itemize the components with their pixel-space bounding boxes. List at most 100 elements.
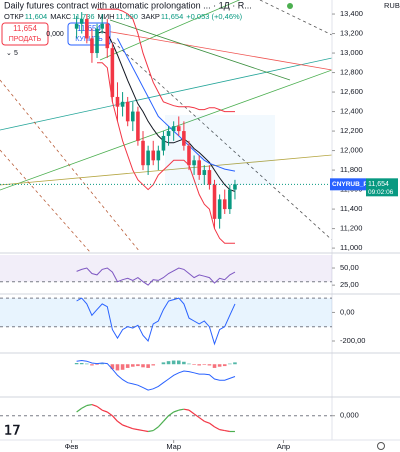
trend-line — [0, 69, 332, 191]
indicator-line — [97, 62, 235, 244]
sell-price: 11,654 — [13, 24, 37, 33]
indicator-segment — [188, 409, 195, 415]
histogram-bar — [110, 364, 115, 370]
candle-body — [74, 23, 79, 29]
trend-line — [109, 19, 291, 81]
candle-body — [212, 184, 217, 219]
histogram-bar — [141, 364, 145, 368]
spread: 0,000 — [46, 31, 64, 38]
buy-button[interactable] — [67, 22, 111, 46]
ohlc-label: МАКС — [50, 12, 72, 21]
indicator-segment — [148, 429, 154, 433]
histogram-bar — [100, 363, 104, 365]
indicator-line — [96, 31, 236, 192]
histogram-bar — [161, 362, 166, 365]
trend-line — [259, 0, 332, 36]
sell-label: ПРОДАТЬ — [9, 36, 42, 43]
candle-body — [105, 23, 110, 49]
candle-body — [95, 28, 99, 54]
price-pane — [74, 8, 237, 244]
indicator-segment — [198, 417, 205, 422]
y-tick-label: 0,00 — [340, 307, 355, 316]
histogram-bar — [166, 361, 171, 365]
histogram-bar — [115, 364, 120, 371]
collapse-arrow[interactable]: ⌄ — [6, 50, 12, 57]
indicator-band — [0, 255, 332, 282]
buy-label: КУПИТЬ — [75, 36, 103, 43]
candle-body — [176, 126, 181, 132]
trend-line — [0, 57, 332, 131]
histogram-bar — [74, 363, 79, 365]
candle-body — [171, 126, 176, 132]
x-tick-label: Апр — [277, 442, 290, 451]
candle-body — [136, 111, 140, 141]
symbol-tag — [330, 178, 366, 191]
indicator-segment — [178, 408, 184, 411]
histogram-bar — [217, 364, 222, 367]
indicator-segment — [142, 429, 149, 433]
y-tick-label: 11,800 — [340, 165, 362, 174]
candle-body — [79, 18, 84, 24]
indicator-segment — [183, 408, 190, 411]
x-tick-label: Фев — [65, 442, 79, 451]
ohlc-value: 11,654 — [161, 12, 183, 21]
sell-button[interactable] — [1, 22, 49, 46]
indicator-segment — [204, 420, 210, 424]
candle-body — [217, 199, 222, 219]
trend-line — [0, 79, 141, 252]
histogram-bar — [212, 364, 217, 368]
histogram-bar — [136, 364, 140, 367]
ohlc-row: ОТКР 11,604 МАКС 11,736 МИН 11,590 ЗАКР 11,654 +… — [4, 12, 243, 21]
indicator-segment — [163, 415, 169, 422]
ohlc-label: МИН — [98, 12, 115, 21]
histogram-bar — [85, 363, 89, 365]
candle-body — [166, 131, 171, 136]
candle-body — [192, 160, 196, 166]
indicator-segment — [91, 404, 98, 407]
candle-body — [151, 150, 156, 161]
indicator-segment — [76, 407, 83, 413]
indicator-line — [97, 8, 235, 113]
candle-body — [110, 48, 115, 97]
histogram-bar — [176, 360, 181, 365]
indicator-segment — [152, 426, 159, 432]
indicator-segment — [117, 420, 123, 426]
histogram-bar — [95, 364, 99, 365]
candle-body — [90, 38, 94, 54]
candle-body — [207, 170, 212, 185]
trend-line — [99, 29, 332, 241]
y-tick-label: 11,200 — [340, 224, 362, 233]
histogram-bar — [90, 364, 94, 366]
histogram-bar — [222, 364, 227, 367]
y-tick-label: 25,00 — [340, 280, 359, 289]
candle-body — [120, 101, 125, 107]
y-tick-label: 13,200 — [340, 29, 363, 38]
candle-body — [187, 145, 191, 166]
price-tag — [366, 178, 398, 197]
histogram-bar — [146, 364, 150, 368]
x-tick-label: Мар — [166, 442, 181, 451]
range-box — [165, 115, 275, 185]
indicator-segment — [86, 403, 93, 407]
indicator-segment — [168, 411, 175, 417]
candle-body — [115, 96, 120, 107]
indicator-line — [76, 267, 236, 286]
logo: 𝟣𝟩 — [4, 422, 21, 437]
y-tick-label: 0,000 — [340, 411, 359, 420]
indicator-segment — [101, 409, 108, 413]
indicator-segment — [173, 409, 179, 413]
indicator-segment — [137, 429, 144, 432]
settings-icon[interactable] — [377, 442, 385, 450]
indicator-segment — [132, 428, 139, 431]
indicator-segment — [157, 420, 164, 428]
indicator-segment — [193, 413, 200, 419]
candle-body — [182, 131, 186, 146]
candle-body — [141, 140, 145, 166]
indicator-line — [76, 297, 236, 346]
indicator-count[interactable]: 5 — [14, 50, 18, 57]
drawings — [0, 0, 332, 252]
indicator-segment — [209, 422, 215, 428]
candle-body — [197, 160, 201, 175]
price-tag-text: 11,654 — [368, 181, 389, 188]
